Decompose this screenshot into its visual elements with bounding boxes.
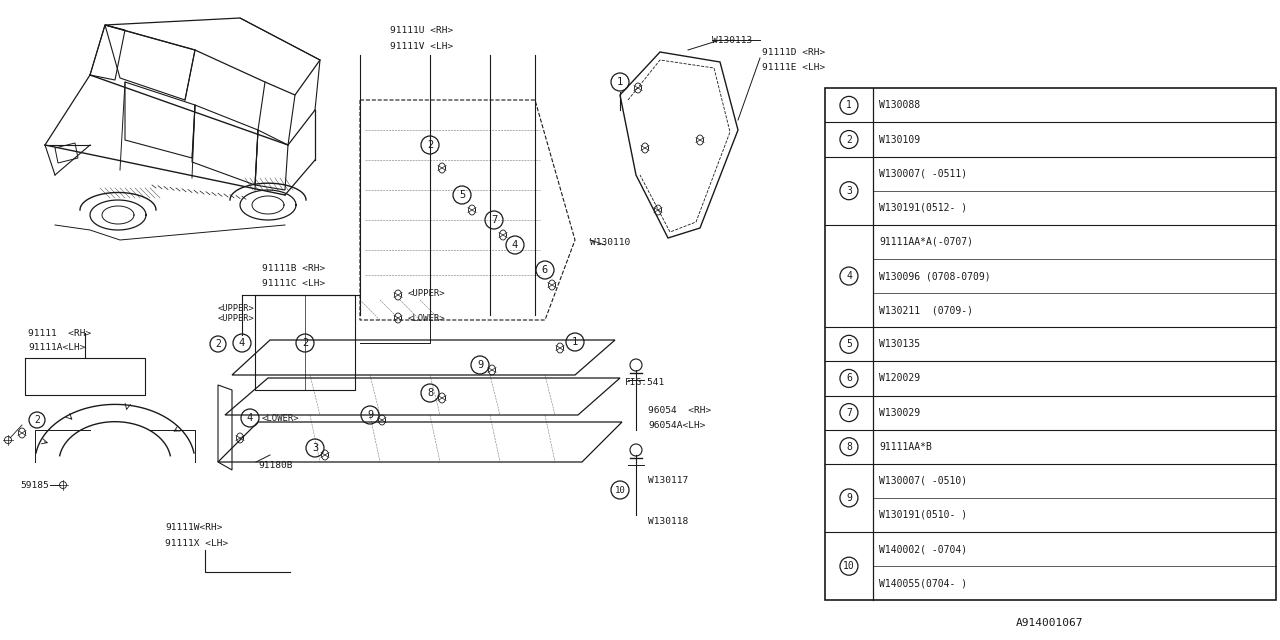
Text: 9: 9 xyxy=(367,410,374,420)
Text: 91111  <RH>: 91111 <RH> xyxy=(28,328,91,337)
Text: <UPPER>: <UPPER> xyxy=(218,303,255,312)
Text: 4: 4 xyxy=(846,271,852,281)
Text: 6: 6 xyxy=(541,265,548,275)
Text: W130135: W130135 xyxy=(879,339,920,349)
Text: 2: 2 xyxy=(846,134,852,145)
Text: W130007( -0510): W130007( -0510) xyxy=(879,476,968,486)
Text: FIG.541: FIG.541 xyxy=(625,378,666,387)
Text: 91180B: 91180B xyxy=(259,461,293,470)
Text: 8: 8 xyxy=(846,442,852,452)
Text: W130007( -0511): W130007( -0511) xyxy=(879,169,968,179)
Text: W130211  (0709-): W130211 (0709-) xyxy=(879,305,973,315)
Text: 91111U <RH>: 91111U <RH> xyxy=(390,26,453,35)
Text: 7: 7 xyxy=(490,215,497,225)
Text: 4: 4 xyxy=(247,413,253,423)
Text: 2: 2 xyxy=(302,338,308,348)
Text: 96054  <RH>: 96054 <RH> xyxy=(648,406,712,415)
Text: 91111AA*B: 91111AA*B xyxy=(879,442,932,452)
Text: 96054A<LH>: 96054A<LH> xyxy=(648,420,705,429)
Text: W140002( -0704): W140002( -0704) xyxy=(879,544,968,554)
Text: 2: 2 xyxy=(426,140,433,150)
Text: W130088: W130088 xyxy=(879,100,920,110)
Text: <LOWER>: <LOWER> xyxy=(408,314,445,323)
Text: 10: 10 xyxy=(844,561,855,571)
Text: 7: 7 xyxy=(846,408,852,417)
Text: 8: 8 xyxy=(426,388,433,398)
Text: 91111A<LH>: 91111A<LH> xyxy=(28,342,86,351)
Text: W130096 (0708-0709): W130096 (0708-0709) xyxy=(879,271,991,281)
Text: 91111B <RH>: 91111B <RH> xyxy=(262,264,325,273)
Text: 91111W<RH>: 91111W<RH> xyxy=(165,524,223,532)
Text: 59185: 59185 xyxy=(20,481,49,490)
Text: W130118: W130118 xyxy=(648,518,689,527)
Text: <UPPER>: <UPPER> xyxy=(218,314,255,323)
Text: 1: 1 xyxy=(617,77,623,87)
Text: W130113: W130113 xyxy=(712,35,753,45)
Text: 2: 2 xyxy=(35,415,40,425)
Text: 6: 6 xyxy=(846,374,852,383)
Text: 91111E <LH>: 91111E <LH> xyxy=(762,63,826,72)
Text: 91111C <LH>: 91111C <LH> xyxy=(262,278,325,287)
Text: 9: 9 xyxy=(846,493,852,503)
Text: 2: 2 xyxy=(215,339,221,349)
Text: 3: 3 xyxy=(312,443,319,453)
Text: W130029: W130029 xyxy=(879,408,920,417)
Text: 91111D <RH>: 91111D <RH> xyxy=(762,47,826,56)
Text: 1: 1 xyxy=(846,100,852,110)
Text: 4: 4 xyxy=(512,240,518,250)
Text: W130109: W130109 xyxy=(879,134,920,145)
Text: 91111V <LH>: 91111V <LH> xyxy=(390,42,453,51)
Text: 10: 10 xyxy=(614,486,626,495)
Text: <UPPER>: <UPPER> xyxy=(408,289,445,298)
Text: 1: 1 xyxy=(572,337,579,347)
Text: W140055(0704- ): W140055(0704- ) xyxy=(879,579,968,588)
Bar xyxy=(824,88,1275,600)
Text: 4: 4 xyxy=(239,338,246,348)
Text: 3: 3 xyxy=(846,186,852,196)
Text: W130117: W130117 xyxy=(648,476,689,484)
Text: W120029: W120029 xyxy=(879,374,920,383)
Text: W130110: W130110 xyxy=(590,237,630,246)
Text: A914001067: A914001067 xyxy=(1016,618,1084,628)
Text: <LOWER>: <LOWER> xyxy=(262,413,300,422)
Text: 91111X <LH>: 91111X <LH> xyxy=(165,538,228,547)
Text: 5: 5 xyxy=(846,339,852,349)
Text: W130191(0512- ): W130191(0512- ) xyxy=(879,203,968,212)
Text: 91111AA*A(-0707): 91111AA*A(-0707) xyxy=(879,237,973,247)
Text: W130191(0510- ): W130191(0510- ) xyxy=(879,510,968,520)
Text: 9: 9 xyxy=(477,360,483,370)
Text: 5: 5 xyxy=(458,190,465,200)
